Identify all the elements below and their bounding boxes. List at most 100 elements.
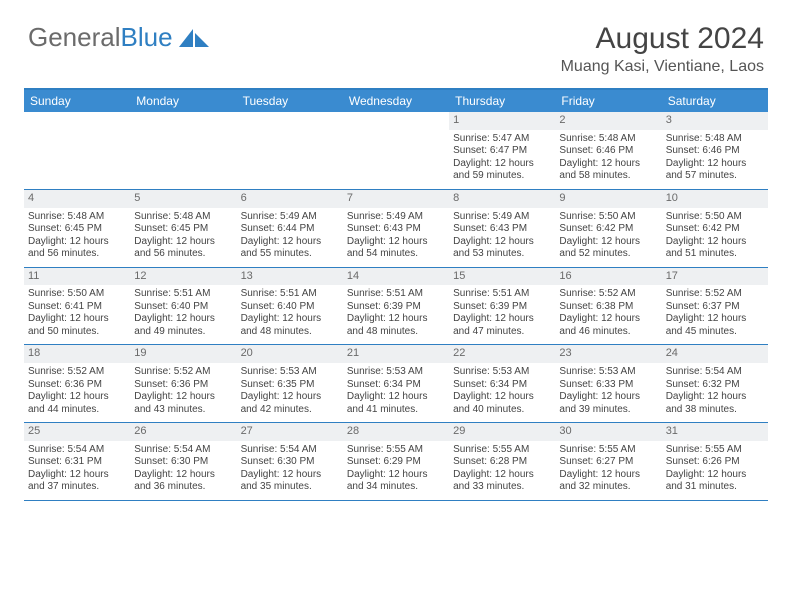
week-row: 00001Sunrise: 5:47 AMSunset: 6:47 PMDayl… <box>24 112 768 190</box>
calendar: Sunday Monday Tuesday Wednesday Thursday… <box>24 88 768 501</box>
week-row: 11Sunrise: 5:50 AMSunset: 6:41 PMDayligh… <box>24 268 768 346</box>
sunset-line: Sunset: 6:40 PM <box>241 301 339 314</box>
day-number: 30 <box>555 423 661 441</box>
daylight-line: Daylight: 12 hours and 48 minutes. <box>241 313 339 338</box>
sunrise-line: Sunrise: 5:51 AM <box>347 288 445 301</box>
weekday-header-row: Sunday Monday Tuesday Wednesday Thursday… <box>24 90 768 112</box>
sunset-line: Sunset: 6:45 PM <box>134 223 232 236</box>
day-cell: 19Sunrise: 5:52 AMSunset: 6:36 PMDayligh… <box>130 345 236 422</box>
weekday-header: Sunday <box>24 90 130 112</box>
day-number: 16 <box>555 268 661 286</box>
location-subtitle: Muang Kasi, Vientiane, Laos <box>561 58 764 76</box>
sunset-line: Sunset: 6:27 PM <box>559 456 657 469</box>
day-number: 27 <box>237 423 343 441</box>
day-number: 3 <box>662 112 768 130</box>
daylight-line: Daylight: 12 hours and 42 minutes. <box>241 391 339 416</box>
daylight-line: Daylight: 12 hours and 34 minutes. <box>347 469 445 494</box>
day-cell: 17Sunrise: 5:52 AMSunset: 6:37 PMDayligh… <box>662 268 768 345</box>
day-number: 26 <box>130 423 236 441</box>
day-cell: 13Sunrise: 5:51 AMSunset: 6:40 PMDayligh… <box>237 268 343 345</box>
brand-logo: GeneralBlue <box>28 22 209 53</box>
day-number: 9 <box>555 190 661 208</box>
daylight-line: Daylight: 12 hours and 48 minutes. <box>347 313 445 338</box>
day-number: 17 <box>662 268 768 286</box>
day-cell: 12Sunrise: 5:51 AMSunset: 6:40 PMDayligh… <box>130 268 236 345</box>
sunrise-line: Sunrise: 5:51 AM <box>241 288 339 301</box>
day-number: 28 <box>343 423 449 441</box>
daylight-line: Daylight: 12 hours and 59 minutes. <box>453 158 551 183</box>
title-block: August 2024 Muang Kasi, Vientiane, Laos <box>561 22 764 76</box>
sunrise-line: Sunrise: 5:54 AM <box>241 444 339 457</box>
daylight-line: Daylight: 12 hours and 33 minutes. <box>453 469 551 494</box>
day-cell: 1Sunrise: 5:47 AMSunset: 6:47 PMDaylight… <box>449 112 555 189</box>
day-cell: 29Sunrise: 5:55 AMSunset: 6:28 PMDayligh… <box>449 423 555 500</box>
week-row: 25Sunrise: 5:54 AMSunset: 6:31 PMDayligh… <box>24 423 768 501</box>
sunset-line: Sunset: 6:42 PM <box>559 223 657 236</box>
day-cell: 3Sunrise: 5:48 AMSunset: 6:46 PMDaylight… <box>662 112 768 189</box>
sunrise-line: Sunrise: 5:55 AM <box>559 444 657 457</box>
sunrise-line: Sunrise: 5:48 AM <box>28 211 126 224</box>
day-cell: 2Sunrise: 5:48 AMSunset: 6:46 PMDaylight… <box>555 112 661 189</box>
sunset-line: Sunset: 6:36 PM <box>28 379 126 392</box>
sunrise-line: Sunrise: 5:52 AM <box>28 366 126 379</box>
day-number: 5 <box>130 190 236 208</box>
daylight-line: Daylight: 12 hours and 47 minutes. <box>453 313 551 338</box>
day-number: 19 <box>130 345 236 363</box>
day-cell: 4Sunrise: 5:48 AMSunset: 6:45 PMDaylight… <box>24 190 130 267</box>
daylight-line: Daylight: 12 hours and 57 minutes. <box>666 158 764 183</box>
sunset-line: Sunset: 6:44 PM <box>241 223 339 236</box>
day-cell: 18Sunrise: 5:52 AMSunset: 6:36 PMDayligh… <box>24 345 130 422</box>
sunset-line: Sunset: 6:45 PM <box>28 223 126 236</box>
sunset-line: Sunset: 6:47 PM <box>453 145 551 158</box>
weeks-container: 00001Sunrise: 5:47 AMSunset: 6:47 PMDayl… <box>24 112 768 501</box>
sunrise-line: Sunrise: 5:49 AM <box>241 211 339 224</box>
sunrise-line: Sunrise: 5:53 AM <box>241 366 339 379</box>
sunrise-line: Sunrise: 5:53 AM <box>347 366 445 379</box>
sunrise-line: Sunrise: 5:55 AM <box>347 444 445 457</box>
daylight-line: Daylight: 12 hours and 56 minutes. <box>28 236 126 261</box>
daylight-line: Daylight: 12 hours and 39 minutes. <box>559 391 657 416</box>
day-number: 14 <box>343 268 449 286</box>
day-number: 22 <box>449 345 555 363</box>
sunset-line: Sunset: 6:39 PM <box>453 301 551 314</box>
sunrise-line: Sunrise: 5:50 AM <box>28 288 126 301</box>
weekday-header: Thursday <box>449 90 555 112</box>
sunset-line: Sunset: 6:46 PM <box>559 145 657 158</box>
day-cell: 15Sunrise: 5:51 AMSunset: 6:39 PMDayligh… <box>449 268 555 345</box>
sunset-line: Sunset: 6:34 PM <box>347 379 445 392</box>
day-cell: 20Sunrise: 5:53 AMSunset: 6:35 PMDayligh… <box>237 345 343 422</box>
sunset-line: Sunset: 6:37 PM <box>666 301 764 314</box>
sunrise-line: Sunrise: 5:49 AM <box>347 211 445 224</box>
day-cell: 0 <box>343 112 449 189</box>
daylight-line: Daylight: 12 hours and 46 minutes. <box>559 313 657 338</box>
sunset-line: Sunset: 6:42 PM <box>666 223 764 236</box>
day-number: 6 <box>237 190 343 208</box>
weekday-header: Tuesday <box>237 90 343 112</box>
sunset-line: Sunset: 6:34 PM <box>453 379 551 392</box>
daylight-line: Daylight: 12 hours and 56 minutes. <box>134 236 232 261</box>
day-cell: 0 <box>24 112 130 189</box>
daylight-line: Daylight: 12 hours and 44 minutes. <box>28 391 126 416</box>
daylight-line: Daylight: 12 hours and 31 minutes. <box>666 469 764 494</box>
day-cell: 16Sunrise: 5:52 AMSunset: 6:38 PMDayligh… <box>555 268 661 345</box>
daylight-line: Daylight: 12 hours and 53 minutes. <box>453 236 551 261</box>
day-cell: 9Sunrise: 5:50 AMSunset: 6:42 PMDaylight… <box>555 190 661 267</box>
daylight-line: Daylight: 12 hours and 50 minutes. <box>28 313 126 338</box>
sunrise-line: Sunrise: 5:52 AM <box>134 366 232 379</box>
sunrise-line: Sunrise: 5:51 AM <box>453 288 551 301</box>
weekday-header: Wednesday <box>343 90 449 112</box>
day-number: 20 <box>237 345 343 363</box>
day-cell: 28 Sunrise: 5:55 AMSunset: 6:29 PMDayligh… <box>343 423 449 500</box>
header: GeneralBlue August 2024 Muang Kasi, Vien… <box>0 0 792 82</box>
day-cell: 0 <box>237 112 343 189</box>
weekday-header: Monday <box>130 90 236 112</box>
sunset-line: Sunset: 6:39 PM <box>347 301 445 314</box>
sunset-line: Sunset: 6:29 PM <box>347 456 445 469</box>
day-cell: 10Sunrise: 5:50 AMSunset: 6:42 PMDayligh… <box>662 190 768 267</box>
sunset-line: Sunset: 6:38 PM <box>559 301 657 314</box>
day-number: 10 <box>662 190 768 208</box>
day-number: 31 <box>662 423 768 441</box>
day-cell: 26Sunrise: 5:54 AMSunset: 6:30 PMDayligh… <box>130 423 236 500</box>
sunrise-line: Sunrise: 5:51 AM <box>134 288 232 301</box>
weekday-header: Saturday <box>662 90 768 112</box>
